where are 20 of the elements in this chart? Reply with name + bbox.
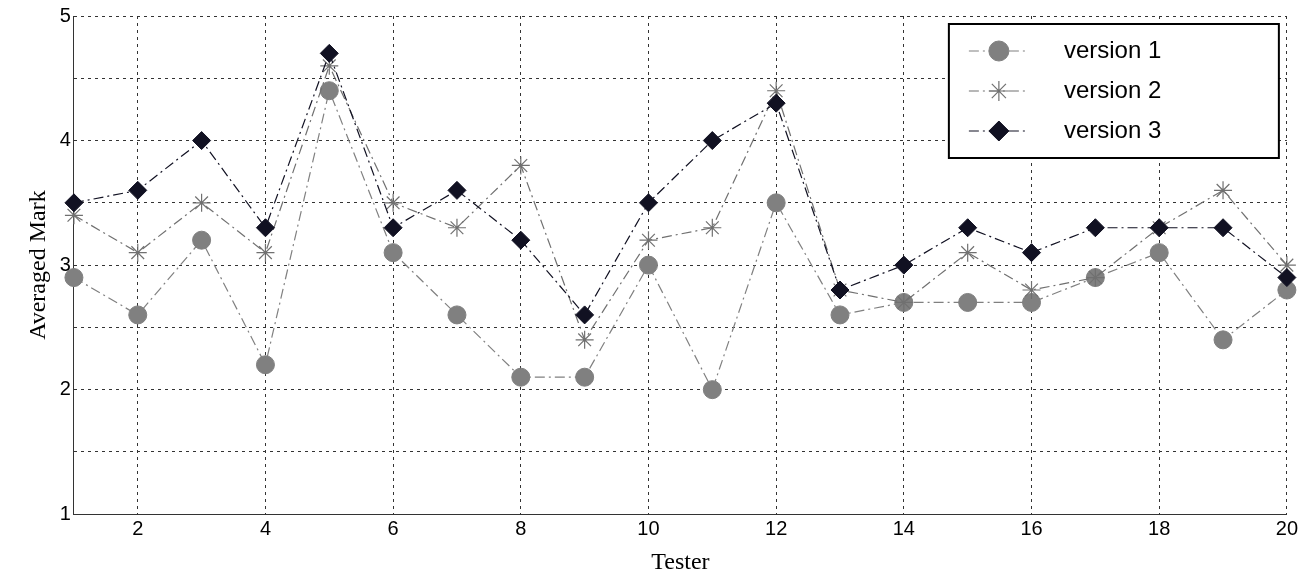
x-tick-label: 16	[1020, 516, 1043, 539]
y-tick-label: 4	[59, 128, 71, 151]
x-tick-label: 12	[765, 516, 788, 539]
y-axis-title: Averaged Mark	[23, 190, 50, 340]
y-tick-label: 1	[59, 501, 71, 524]
x-tick-label: 4	[259, 516, 271, 539]
x-tick-label: 10	[637, 516, 660, 539]
y-tick-label: 3	[59, 252, 71, 275]
x-tick-label: 6	[387, 516, 399, 539]
x-tick-label: 18	[1148, 516, 1171, 539]
x-tick-label: 2	[132, 516, 144, 539]
legend-label: version 2	[1063, 75, 1162, 103]
x-axis-title: Tester	[651, 547, 710, 574]
x-tick-label: 8	[515, 516, 527, 539]
x-tick-label: 14	[892, 516, 915, 539]
x-tick-label: 20	[1275, 516, 1298, 539]
legend-label: version 1	[1063, 35, 1162, 63]
y-tick-label: 5	[59, 3, 71, 26]
legend-label: version 3	[1063, 115, 1162, 143]
y-tick-label: 2	[59, 377, 71, 400]
